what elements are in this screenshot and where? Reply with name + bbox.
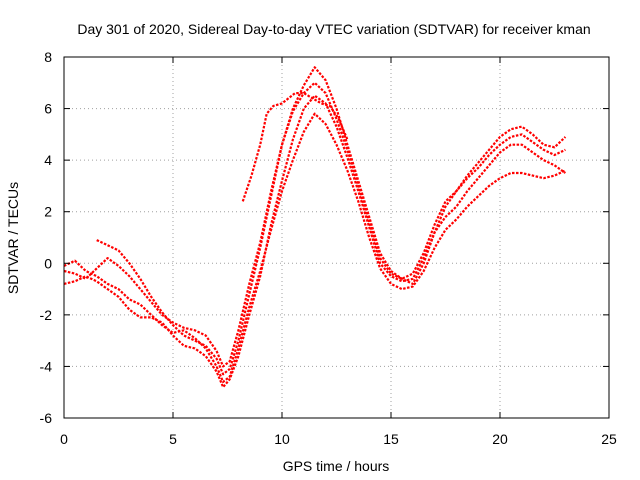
series-track-2 (63, 94, 567, 389)
y-axis-label: SDTVAR / TECUs (5, 182, 21, 294)
y-tick-label: 6 (44, 101, 52, 117)
plot-frame (63, 56, 610, 419)
x-tick-label: 5 (169, 431, 177, 447)
y-tick-label: 2 (44, 204, 52, 220)
y-tick-label: 0 (44, 255, 52, 271)
x-tick-label: 20 (492, 431, 508, 447)
y-tick-label: -2 (40, 307, 53, 323)
x-axis-ticks: 0 5 10 15 20 25 (60, 57, 617, 447)
x-tick-label: 0 (60, 431, 68, 447)
y-tick-label: 4 (44, 152, 52, 168)
y-axis-ticks: -6 -4 -2 0 2 4 6 8 (40, 49, 609, 426)
series-track-1 (63, 112, 566, 383)
series-track-4 (96, 66, 567, 376)
x-axis-label: GPS time / hours (283, 458, 390, 474)
x-tick-label: 25 (601, 431, 617, 447)
data-series-group (63, 66, 567, 389)
grid-lines (64, 57, 609, 418)
y-tick-label: -4 (40, 358, 53, 374)
y-tick-label: -6 (40, 410, 53, 426)
x-tick-label: 10 (274, 431, 290, 447)
x-tick-label: 15 (383, 431, 399, 447)
series-track-3 (63, 81, 566, 368)
chart-title: Day 301 of 2020, Sidereal Day-to-day VTE… (77, 21, 590, 37)
series-track-5 (241, 91, 349, 202)
y-tick-label: 8 (44, 49, 52, 65)
